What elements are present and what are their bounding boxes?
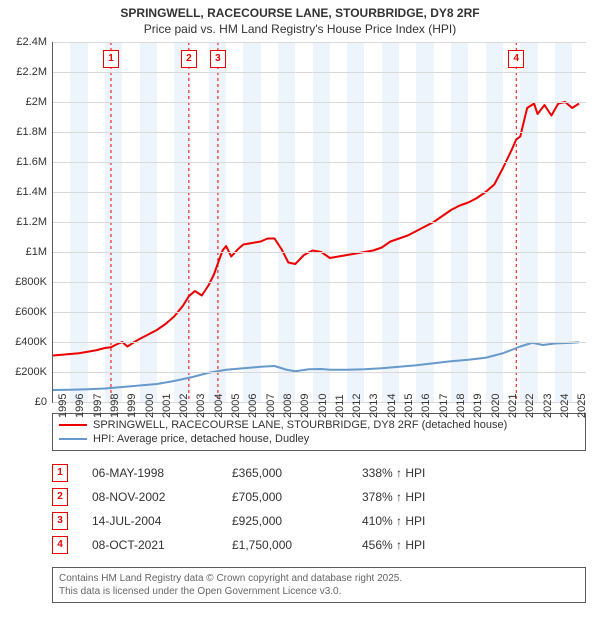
y-axis-label: £1M xyxy=(7,246,47,258)
x-axis-label: 2024 xyxy=(559,393,571,417)
sale-pct: 378% ↑ HPI xyxy=(362,490,425,504)
x-axis-label: 2005 xyxy=(230,393,242,417)
plot-area: £0£200K£400K£600K£800K£1M£1.2M£1.4M£1.6M… xyxy=(52,42,586,403)
x-axis-label: 2009 xyxy=(299,393,311,417)
legend-item: HPI: Average price, detached house, Dudl… xyxy=(59,432,579,446)
legend: SPRINGWELL, RACECOURSE LANE, STOURBRIDGE… xyxy=(52,413,586,451)
x-axis-label: 2016 xyxy=(420,393,432,417)
sale-row: 4 08-OCT-2021£1,750,000456% ↑ HPI xyxy=(52,533,586,557)
y-axis-label: £600K xyxy=(7,306,47,318)
x-axis-label: 2008 xyxy=(282,393,294,417)
y-axis-label: £2.4M xyxy=(7,36,47,48)
sale-marker-box: 2 xyxy=(181,50,197,68)
sale-date: 14-JUL-2004 xyxy=(92,514,232,528)
sale-date: 08-NOV-2002 xyxy=(92,490,232,504)
sale-row: 3 14-JUL-2004£925,000410% ↑ HPI xyxy=(52,509,586,533)
y-gridline xyxy=(53,342,586,343)
sale-date: 06-MAY-1998 xyxy=(92,466,232,480)
sale-date: 08-OCT-2021 xyxy=(92,538,232,552)
y-axis-label: £200K xyxy=(7,366,47,378)
y-gridline xyxy=(53,312,586,313)
legend-item: SPRINGWELL, RACECOURSE LANE, STOURBRIDGE… xyxy=(59,418,579,432)
x-axis-label: 2023 xyxy=(542,393,554,417)
series-line xyxy=(53,342,579,390)
chart-container: SPRINGWELL, RACECOURSE LANE, STOURBRIDGE… xyxy=(0,0,600,611)
x-axis-label: 2004 xyxy=(213,393,225,417)
sale-row-marker: 3 xyxy=(52,512,68,530)
y-gridline xyxy=(53,192,586,193)
y-axis-label: £1.4M xyxy=(7,186,47,198)
x-axis-label: 2012 xyxy=(351,393,363,417)
y-gridline xyxy=(53,42,586,43)
legend-label: HPI: Average price, detached house, Dudl… xyxy=(93,433,309,445)
x-axis-label: 2014 xyxy=(386,393,398,417)
legend-swatch xyxy=(59,438,87,440)
x-axis-label: 2006 xyxy=(247,393,259,417)
x-axis-label: 1998 xyxy=(109,393,121,417)
chart-title-line1: SPRINGWELL, RACECOURSE LANE, STOURBRIDGE… xyxy=(8,6,592,22)
sale-price: £925,000 xyxy=(232,514,362,528)
y-axis-label: £1.2M xyxy=(7,216,47,228)
y-gridline xyxy=(53,372,586,373)
x-axis-label: 1996 xyxy=(74,393,86,417)
x-axis-label: 2011 xyxy=(334,394,346,418)
y-gridline xyxy=(53,252,586,253)
y-gridline xyxy=(53,162,586,163)
x-axis-label: 2003 xyxy=(195,393,207,417)
x-axis-label: 2002 xyxy=(178,393,190,417)
series-line xyxy=(53,102,579,356)
x-axis-label: 1999 xyxy=(126,393,138,417)
sale-marker-box: 3 xyxy=(210,50,226,68)
x-axis-label: 2019 xyxy=(472,393,484,417)
sale-pct: 456% ↑ HPI xyxy=(362,538,425,552)
y-axis-label: £400K xyxy=(7,336,47,348)
y-gridline xyxy=(53,222,586,223)
sale-price: £1,750,000 xyxy=(232,538,362,552)
y-gridline xyxy=(53,72,586,73)
attribution-footer: Contains HM Land Registry data © Crown c… xyxy=(52,567,586,603)
sale-row: 1 06-MAY-1998£365,000338% ↑ HPI xyxy=(52,461,586,485)
x-axis-label: 2018 xyxy=(455,393,467,417)
y-axis-label: £2.2M xyxy=(7,66,47,78)
sale-marker-box: 4 xyxy=(508,50,524,68)
sale-price: £365,000 xyxy=(232,466,362,480)
sale-row-marker: 2 xyxy=(52,488,68,506)
x-axis-label: 2000 xyxy=(144,393,156,417)
sale-pct: 410% ↑ HPI xyxy=(362,514,425,528)
y-axis-label: £1.6M xyxy=(7,156,47,168)
y-gridline xyxy=(53,102,586,103)
x-axis-label: 2020 xyxy=(490,393,502,417)
x-axis-label: 2013 xyxy=(368,393,380,417)
x-axis-label: 1995 xyxy=(57,393,69,417)
sale-pct: 338% ↑ HPI xyxy=(362,466,425,480)
sale-price: £705,000 xyxy=(232,490,362,504)
sale-row-marker: 1 xyxy=(52,464,68,482)
y-axis-label: £800K xyxy=(7,276,47,288)
sale-row: 2 08-NOV-2002£705,000378% ↑ HPI xyxy=(52,485,586,509)
sale-row-marker: 4 xyxy=(52,536,68,554)
y-gridline xyxy=(53,132,586,133)
sale-marker-box: 1 xyxy=(103,50,119,68)
legend-label: SPRINGWELL, RACECOURSE LANE, STOURBRIDGE… xyxy=(93,419,507,431)
footer-line: This data is licensed under the Open Gov… xyxy=(59,585,579,598)
sales-table: 1 06-MAY-1998£365,000338% ↑ HPI 2 08-NOV-20… xyxy=(52,461,586,557)
x-axis-label: 2017 xyxy=(438,393,450,417)
x-axis-label: 2001 xyxy=(161,393,173,417)
y-axis-label: £1.8M xyxy=(7,126,47,138)
x-axis-label: 2021 xyxy=(507,393,519,417)
y-axis-label: £0 xyxy=(7,396,47,408)
y-gridline xyxy=(53,282,586,283)
y-axis-label: £2M xyxy=(7,96,47,108)
x-axis-label: 2022 xyxy=(524,393,536,417)
x-axis-label: 2010 xyxy=(317,393,329,417)
x-axis-label: 2025 xyxy=(576,393,588,417)
x-axis-label: 2007 xyxy=(265,393,277,417)
chart-title-line2: Price paid vs. HM Land Registry's House … xyxy=(8,22,592,36)
x-axis-label: 2015 xyxy=(403,393,415,417)
footer-line: Contains HM Land Registry data © Crown c… xyxy=(59,572,579,585)
legend-swatch xyxy=(59,424,87,426)
x-axis-label: 1997 xyxy=(92,393,104,417)
